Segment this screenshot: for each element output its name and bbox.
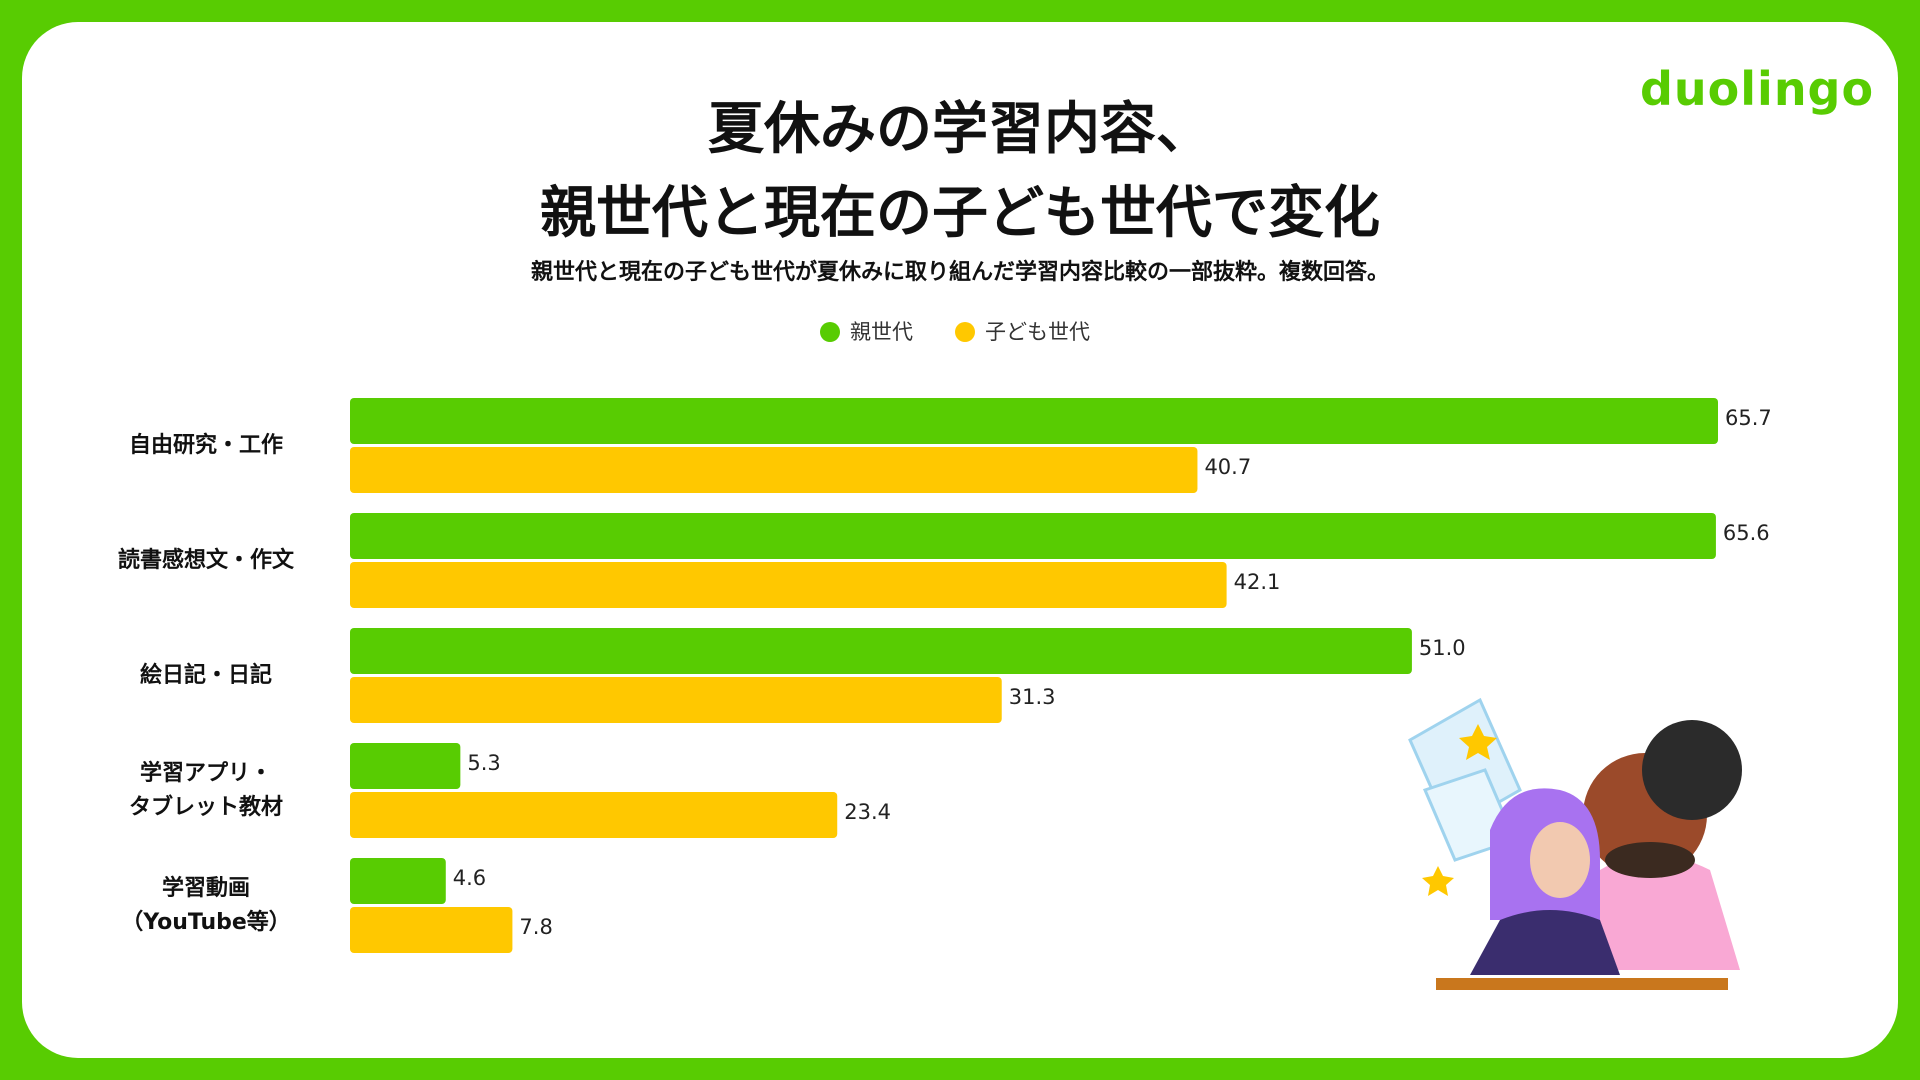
bar [350, 743, 461, 789]
y-tick-label: 読書感想文・作文 [117, 548, 294, 573]
value-label: 5.3 [467, 751, 500, 775]
bar [350, 792, 838, 838]
y-tick-label: 自由研究・工作 [128, 433, 283, 458]
girl-body [1470, 910, 1620, 975]
legend-label: 親世代 [850, 320, 913, 344]
desk [1436, 978, 1728, 990]
bar [350, 907, 513, 953]
star [1459, 724, 1497, 760]
value-label: 23.4 [844, 800, 891, 824]
value-label: 51.0 [1419, 636, 1466, 660]
legend-marker [955, 322, 975, 342]
bar [350, 562, 1227, 608]
star [1422, 866, 1454, 896]
legend-label: 子ども世代 [985, 320, 1090, 344]
bar [350, 447, 1198, 493]
value-label: 4.6 [453, 866, 486, 890]
bar [350, 398, 1718, 444]
value-label: 7.8 [519, 915, 552, 939]
chart-subtitle: 親世代と現在の子ども世代が夏休みに取り組んだ学習内容比較の一部抜粋。複数回答。 [530, 260, 1389, 285]
bar [350, 677, 1002, 723]
bar [350, 858, 446, 904]
y-tick-label: 絵日記・日記 [139, 663, 272, 688]
bar [350, 513, 1716, 559]
value-label: 42.1 [1234, 570, 1281, 594]
value-label: 65.6 [1723, 521, 1770, 545]
dad-hair [1642, 720, 1742, 820]
mustache [1605, 842, 1695, 878]
girl-face [1530, 822, 1590, 898]
dad-body [1580, 855, 1740, 970]
illustration [1408, 697, 1742, 990]
y-tick-label: 学習動画 （YouTube等） [121, 876, 291, 935]
legend-marker [820, 322, 840, 342]
value-label: 65.7 [1725, 406, 1772, 430]
logo: duolingo [1640, 62, 1875, 116]
chart-title: 夏休みの学習内容、 親世代と現在の子ども世代で変化 [540, 97, 1380, 246]
bar [350, 628, 1412, 674]
y-tick-label: 学習アプリ・ タブレット教材 [128, 761, 283, 820]
value-label: 31.3 [1009, 685, 1056, 709]
value-label: 40.7 [1204, 455, 1251, 479]
